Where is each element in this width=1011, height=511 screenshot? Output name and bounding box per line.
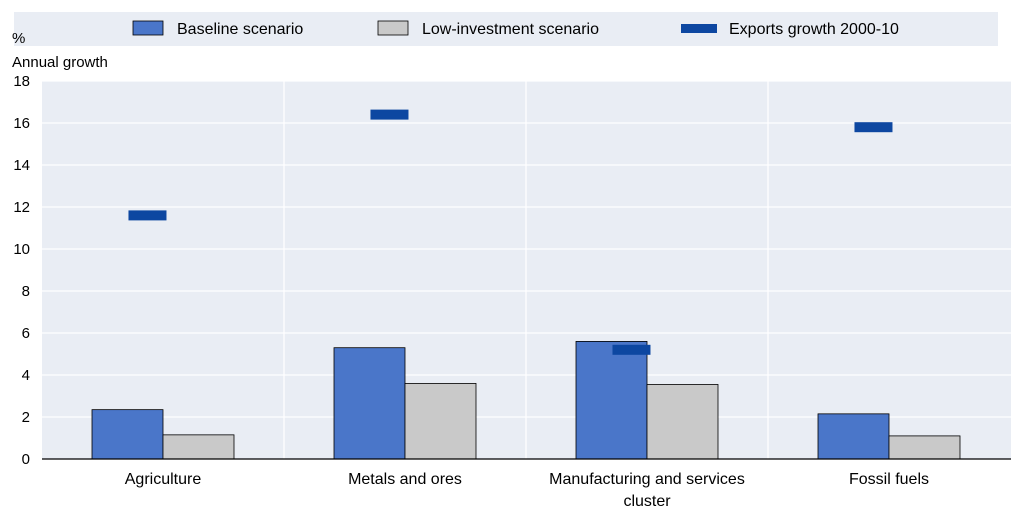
y-tick-label: 4 xyxy=(22,367,30,384)
bar-baseline xyxy=(817,413,890,460)
y-tick-label: 14 xyxy=(13,157,30,174)
category-label: cluster xyxy=(623,493,671,510)
marker-exports-growth xyxy=(128,210,167,221)
bars xyxy=(91,340,961,460)
marker-exports-growth xyxy=(370,109,409,120)
bar-low-investment xyxy=(888,435,961,460)
category-label: Agriculture xyxy=(125,471,202,488)
y-tick-label: 18 xyxy=(13,73,30,90)
legend-label: Low-investment scenario xyxy=(422,21,599,38)
y-tick-label: 0 xyxy=(22,451,30,468)
category-label: Manufacturing and services xyxy=(549,471,745,488)
legend-swatch xyxy=(132,20,164,36)
markers xyxy=(128,109,893,355)
category-labels: Agriculture Metals and ores Manufacturing … xyxy=(125,471,929,510)
category-label: Fossil fuels xyxy=(849,471,929,488)
y-tick-label: 8 xyxy=(22,283,30,300)
legend-band xyxy=(14,12,998,46)
legend-label: Exports growth 2000-10 xyxy=(729,21,899,38)
marker-exports-growth xyxy=(854,122,893,133)
category-label: Metals and ores xyxy=(348,471,462,488)
y-axis-label: Annual growth xyxy=(12,54,108,71)
bar-baseline xyxy=(91,409,164,460)
gridlines xyxy=(42,80,1011,459)
bar-baseline xyxy=(575,340,648,460)
legend-label: Baseline scenario xyxy=(177,21,303,38)
unit-label: % xyxy=(12,30,25,47)
legend-swatch xyxy=(377,20,409,36)
y-ticks: 0 2 4 6 8 10 12 14 16 18 xyxy=(13,73,30,468)
bar-low-investment xyxy=(162,434,235,460)
y-tick-label: 2 xyxy=(22,409,30,426)
marker-exports-growth xyxy=(612,344,651,355)
y-tick-label: 12 xyxy=(13,199,30,216)
y-tick-label: 6 xyxy=(22,325,30,342)
y-tick-label: 10 xyxy=(13,241,30,258)
bar-low-investment xyxy=(404,382,477,460)
legend-swatch xyxy=(681,24,717,33)
bar-baseline xyxy=(333,347,406,460)
bar-low-investment xyxy=(646,384,719,460)
y-tick-label: 16 xyxy=(13,115,30,132)
legend: Baseline scenario Low-investment scenario… xyxy=(132,20,899,38)
